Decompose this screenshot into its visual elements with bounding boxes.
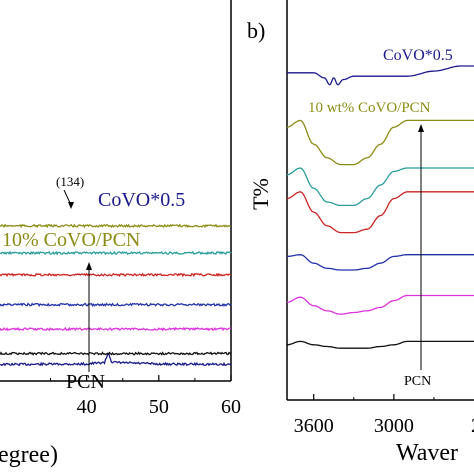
panel-a-x-tick-label: 60 [221, 396, 241, 418]
panel-a-series-line [0, 250, 232, 256]
panel-b-label-covo: CoVO*0.5 [383, 47, 453, 64]
panel-b-x-tick-label: 2 [471, 415, 474, 437]
panel-a-series-line [0, 352, 232, 367]
panel-a-series-line [0, 223, 232, 229]
panel-b-series-line [286, 254, 474, 271]
panel-b-label-covo-pcn: 10 wt% CoVO/PCN [308, 100, 431, 116]
panel-a: 40 50 60 (134) CoVO*0.5 10% CoVO/PCN PCN e… [0, 0, 241, 468]
panel-a-trend-arrowhead [86, 262, 92, 270]
panel-b-label: b) [247, 18, 265, 43]
panel-b-y-axis-title: T% [248, 178, 273, 210]
panel-b-series-line [286, 119, 474, 166]
panel-b-x-axis-title: Waver [396, 440, 458, 466]
panel-b: b) T% 3600 3000 2 CoVO*0.5 10 wt% CoVO/PCN… [247, 0, 474, 466]
panel-b-x-tick-label: 3000 [374, 415, 414, 437]
panel-a-label-covo-pcn: 10% CoVO/PCN [2, 229, 140, 251]
panel-a-peak-label: (134) [56, 174, 84, 189]
panel-a-x-tick-label: 40 [77, 396, 97, 418]
panel-a-series-line [0, 326, 232, 332]
panel-b-series-line [286, 340, 474, 349]
panel-a-series-line [0, 302, 232, 308]
panel-a-peak-arrowhead [68, 202, 74, 209]
panel-a-series-line [0, 272, 232, 278]
panel-b-x-tick-label: 3600 [294, 415, 334, 437]
panel-a-x-axis-title: egree) [0, 442, 58, 468]
panel-b-label-pcn: PCN [404, 374, 431, 389]
panel-b-trend-arrowhead [418, 124, 424, 132]
panel-a-series-line [0, 351, 232, 356]
panel-b-series-line [286, 191, 474, 234]
panel-b-series-line [287, 65, 474, 86]
panel-b-series-line [286, 167, 474, 207]
panel-a-x-tick-label: 50 [149, 396, 169, 418]
panel-a-label-pcn: PCN [66, 371, 105, 393]
panel-b-series-line [286, 294, 474, 315]
panel-a-label-covo: CoVO*0.5 [98, 189, 185, 211]
